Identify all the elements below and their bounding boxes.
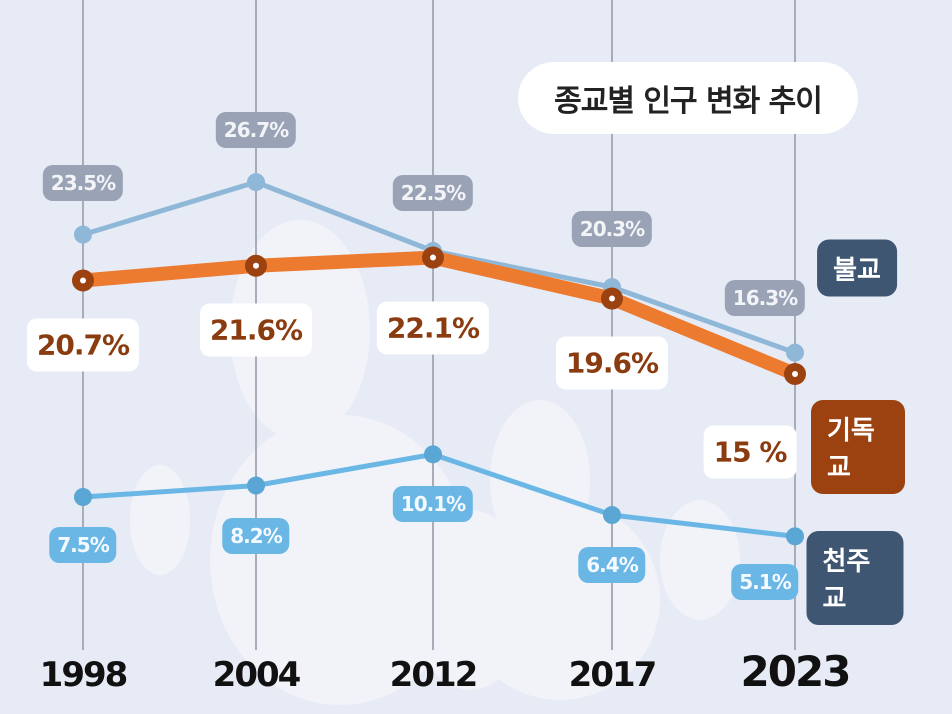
series-tag: 기독교 xyxy=(811,400,905,494)
series-tag: 불교 xyxy=(817,239,897,297)
silhouette xyxy=(410,510,530,690)
data-label: 20.7% xyxy=(26,318,140,372)
data-point xyxy=(786,343,804,362)
x-tick-label: 2023 xyxy=(740,647,852,696)
x-tick-label: 1998 xyxy=(39,655,129,695)
data-label: 23.5% xyxy=(42,164,124,201)
silhouette xyxy=(660,500,740,620)
silhouette xyxy=(130,465,190,575)
x-tick-label: 2012 xyxy=(389,655,479,695)
x-tick-label: 2017 xyxy=(568,655,658,695)
data-point-center xyxy=(609,295,615,302)
data-point xyxy=(603,506,621,525)
data-label: 7.5% xyxy=(49,527,117,563)
data-point xyxy=(74,225,92,244)
data-label: 22.5% xyxy=(392,175,474,211)
data-point-center xyxy=(80,277,86,284)
data-label: 21.6% xyxy=(199,303,313,357)
data-point xyxy=(786,527,804,546)
data-label: 8.2% xyxy=(222,517,290,554)
chart-title: 종교별 인구 변화 추이 xyxy=(518,62,858,134)
data-label: 22.1% xyxy=(376,301,490,355)
series-tag: 천주교 xyxy=(806,531,904,625)
x-tick-label: 2004 xyxy=(212,655,302,695)
data-label: 6.4% xyxy=(578,547,646,584)
data-label: 20.3% xyxy=(571,211,653,248)
data-point-center xyxy=(430,254,436,261)
data-point xyxy=(424,445,442,464)
data-label: 10.1% xyxy=(392,486,474,523)
data-point xyxy=(247,476,265,495)
data-point xyxy=(247,173,265,192)
data-label: 19.6% xyxy=(555,336,669,390)
data-label: 5.1% xyxy=(731,564,799,601)
data-label: 16.3% xyxy=(724,279,806,316)
data-label: 15 % xyxy=(703,425,797,479)
data-point xyxy=(74,488,92,506)
data-label: 26.7% xyxy=(215,112,297,149)
data-point-center xyxy=(253,262,259,269)
data-point-center xyxy=(792,371,798,377)
